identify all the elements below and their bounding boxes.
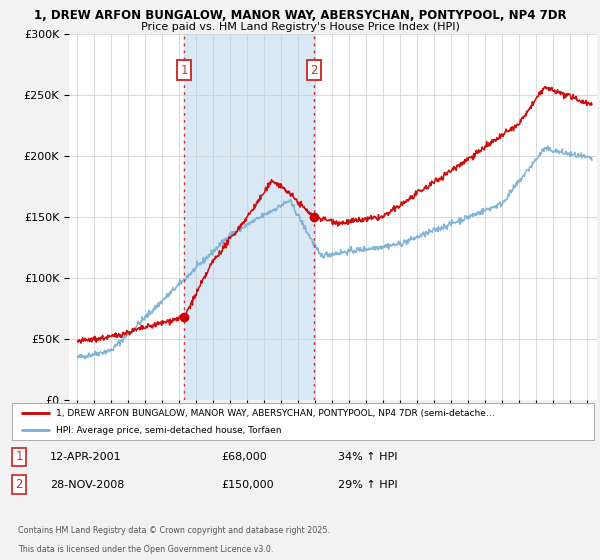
Text: 1: 1 xyxy=(181,64,188,77)
Text: 2: 2 xyxy=(15,478,23,491)
Text: 12-APR-2001: 12-APR-2001 xyxy=(50,452,121,462)
Text: 28-NOV-2008: 28-NOV-2008 xyxy=(50,479,124,489)
Text: 1: 1 xyxy=(15,450,23,464)
Text: Price paid vs. HM Land Registry's House Price Index (HPI): Price paid vs. HM Land Registry's House … xyxy=(140,22,460,32)
Bar xyxy=(184,34,314,400)
Text: 29% ↑ HPI: 29% ↑ HPI xyxy=(338,479,398,489)
Text: £68,000: £68,000 xyxy=(221,452,267,462)
Text: £150,000: £150,000 xyxy=(221,479,274,489)
Text: HPI: Average price, semi-detached house, Torfaen: HPI: Average price, semi-detached house,… xyxy=(56,426,281,435)
Text: 1, DREW ARFON BUNGALOW, MANOR WAY, ABERSYCHAN, PONTYPOOL, NP4 7DR (semi-detache…: 1, DREW ARFON BUNGALOW, MANOR WAY, ABERS… xyxy=(56,409,494,418)
Text: This data is licensed under the Open Government Licence v3.0.: This data is licensed under the Open Gov… xyxy=(18,545,273,554)
Text: Contains HM Land Registry data © Crown copyright and database right 2025.: Contains HM Land Registry data © Crown c… xyxy=(18,526,330,535)
Text: 1, DREW ARFON BUNGALOW, MANOR WAY, ABERSYCHAN, PONTYPOOL, NP4 7DR: 1, DREW ARFON BUNGALOW, MANOR WAY, ABERS… xyxy=(34,9,566,22)
Text: 34% ↑ HPI: 34% ↑ HPI xyxy=(338,452,397,462)
Text: 2: 2 xyxy=(310,64,317,77)
